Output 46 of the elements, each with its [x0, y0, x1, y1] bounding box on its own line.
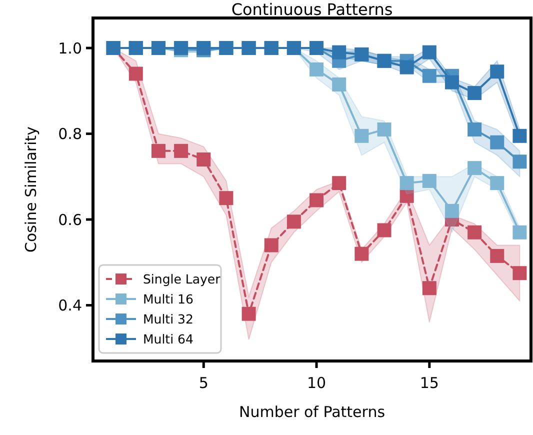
legend-label: Multi 64: [143, 331, 194, 346]
point: [490, 64, 504, 79]
point: [264, 238, 278, 252]
point: [512, 128, 527, 143]
x-tick-label: 15: [420, 374, 439, 392]
point: [332, 176, 346, 190]
point: [219, 191, 234, 206]
point: [151, 144, 166, 158]
point: [512, 266, 527, 280]
x-tick-label: 5: [198, 374, 208, 392]
point: [377, 223, 392, 238]
point: [354, 246, 369, 261]
y-axis-title: Cosine Similarity: [22, 126, 40, 253]
point: [377, 122, 392, 136]
x-axis-title: Number of Patterns: [238, 403, 386, 421]
point: [444, 75, 459, 90]
point: [354, 128, 369, 143]
point: [332, 77, 346, 92]
point: [512, 154, 527, 169]
point: [286, 214, 301, 229]
point: [490, 135, 504, 150]
point: [490, 248, 504, 263]
y-tick-label: 0.6: [58, 210, 82, 229]
point: [422, 281, 436, 296]
point: [242, 306, 256, 321]
point: [310, 193, 324, 208]
chart-title: Continuous Patterns: [231, 0, 393, 19]
point: [196, 152, 211, 166]
point: [468, 122, 482, 136]
point: [512, 225, 527, 240]
point: [128, 66, 143, 81]
point: [468, 86, 482, 100]
point: [174, 144, 188, 158]
point: [400, 188, 414, 203]
y-tick-label: 0.4: [58, 296, 82, 315]
y-tick-label: 1.0: [58, 39, 82, 58]
y-tick-label: 0.8: [58, 125, 82, 144]
point: [400, 60, 414, 74]
point: [444, 204, 459, 218]
point: [468, 225, 482, 240]
x-tick-label: 10: [306, 374, 326, 392]
legend-label: Single Layer: [143, 271, 222, 286]
point: [422, 45, 436, 60]
legend-label: Multi 32: [143, 311, 194, 326]
point: [400, 176, 414, 190]
legend-label: Multi 16: [143, 291, 194, 306]
